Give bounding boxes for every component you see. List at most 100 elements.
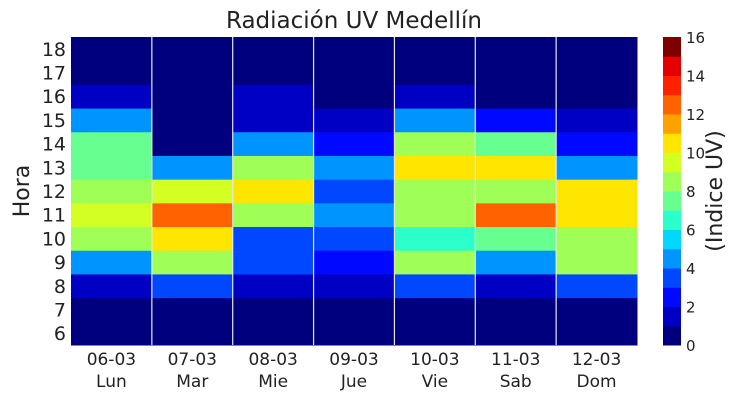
heatmap-cell [313,60,395,85]
heatmap-cell [232,202,315,228]
heatmap-cell [232,179,315,204]
heatmap-cell [556,131,638,156]
x-tick-label-day: Sab [500,372,532,392]
heatmap-cell [151,202,234,228]
heatmap-cell [394,202,476,228]
colorbar-segment [663,94,681,115]
heatmap-cell [151,60,234,85]
colorbar-segment [663,210,681,230]
heatmap-cell [475,226,557,251]
heatmap-cell [151,297,234,322]
heatmap-cell [313,155,395,180]
x-tick-label-date: 12-03 [572,350,621,370]
heatmap-cell [394,60,476,85]
colorbar-tick-label: 8 [686,183,696,201]
heatmap-cell [232,321,315,346]
heatmap-cell [394,297,476,322]
heatmap-cell [556,108,638,133]
heatmap-cell [556,60,638,85]
heatmap-cell [313,321,395,346]
colorbar-tick-label: 10 [686,145,705,163]
heatmap-cell [71,250,153,275]
x-tick-label-day: Lun [96,372,127,392]
heatmap-cell [556,250,638,275]
colorbar-tick-label: 6 [686,222,696,240]
colorbar-segment [663,152,681,173]
y-tick-label: 13 [42,157,66,179]
heatmap-cell [556,179,638,204]
heatmap-cell [151,273,234,299]
colorbar-tick-label: 0 [686,337,696,355]
heatmap-cell [394,155,476,180]
heatmap-cell [394,273,476,299]
heatmap-cell [313,131,395,156]
heatmap-cell [475,321,557,346]
heatmap-cell [313,273,395,299]
heatmap-cell [232,84,315,109]
x-tick-label-date: 11-03 [491,350,540,370]
heatmap-cell [475,297,557,322]
heatmap-cell [232,37,315,62]
heatmap-cell [151,84,234,109]
heatmap-cell [71,202,153,228]
heatmap-cell [313,108,395,133]
heatmap-cell [232,108,315,133]
heatmap-cell [475,155,557,180]
heatmap-cell [313,179,395,204]
x-tick-label-date: 10-03 [410,350,459,370]
y-tick-label: 18 [42,39,66,61]
heatmap-cell [71,108,153,133]
colorbar-label: (Indice UV) [703,130,728,251]
heatmap-cell [151,226,234,251]
heatmap-cell [556,84,638,109]
heatmap-cell [151,108,234,133]
colorbar-segment [663,191,681,211]
heatmap-cell [475,179,557,204]
heatmap-cell [313,202,395,228]
heatmap-cell [556,202,638,228]
colorbar-segment [663,306,681,327]
y-axis-label: Hora [10,165,35,218]
x-tick-label-date: 08-03 [248,350,297,370]
heatmap-cell [151,321,234,346]
x-tick-label-date: 06-03 [87,350,136,370]
y-tick-label: 6 [54,323,66,345]
colorbar: 0 2 4 6 8 10 12 14 16 [663,29,705,355]
heatmap-cell [71,179,153,204]
y-tick-label: 16 [42,86,66,108]
colorbar-segment [663,75,681,96]
heatmap-cell [151,250,234,275]
colorbar-segment [663,287,681,307]
x-tick-label-day: Jue [340,372,367,392]
heatmap-cell [475,273,557,299]
colorbar-segment [663,171,681,192]
y-tick-label: 15 [42,110,66,132]
colorbar-segment [663,268,681,288]
y-tick-label: 9 [54,252,66,274]
y-tick-label: 7 [54,299,66,321]
vertical-gridlines [151,37,557,345]
heatmap-cell [232,250,315,275]
heatmap-cell [556,226,638,251]
x-tick-label-date: 09-03 [329,350,378,370]
colorbar-segment [663,229,681,250]
heatmap-cell [394,108,476,133]
heatmap-cell [475,250,557,275]
x-tick-label-date: 07-03 [168,350,217,370]
heatmap-cell [475,60,557,85]
heatmap-cell [556,273,638,299]
heatmap-cell [71,37,153,62]
y-tick-label: 12 [42,181,66,203]
heatmap-cell [232,273,315,299]
heatmap-cell [232,131,315,156]
colorbar-segment [663,37,681,57]
heatmap-cell [556,37,638,62]
y-tick-label: 8 [54,276,66,298]
colorbar-segment [663,114,681,134]
heatmap-cell [313,84,395,109]
heatmap-cell [232,297,315,322]
heatmap-cell [394,250,476,275]
colorbar-tick-label: 16 [686,29,705,47]
x-tick-label-day: Vie [422,372,448,392]
